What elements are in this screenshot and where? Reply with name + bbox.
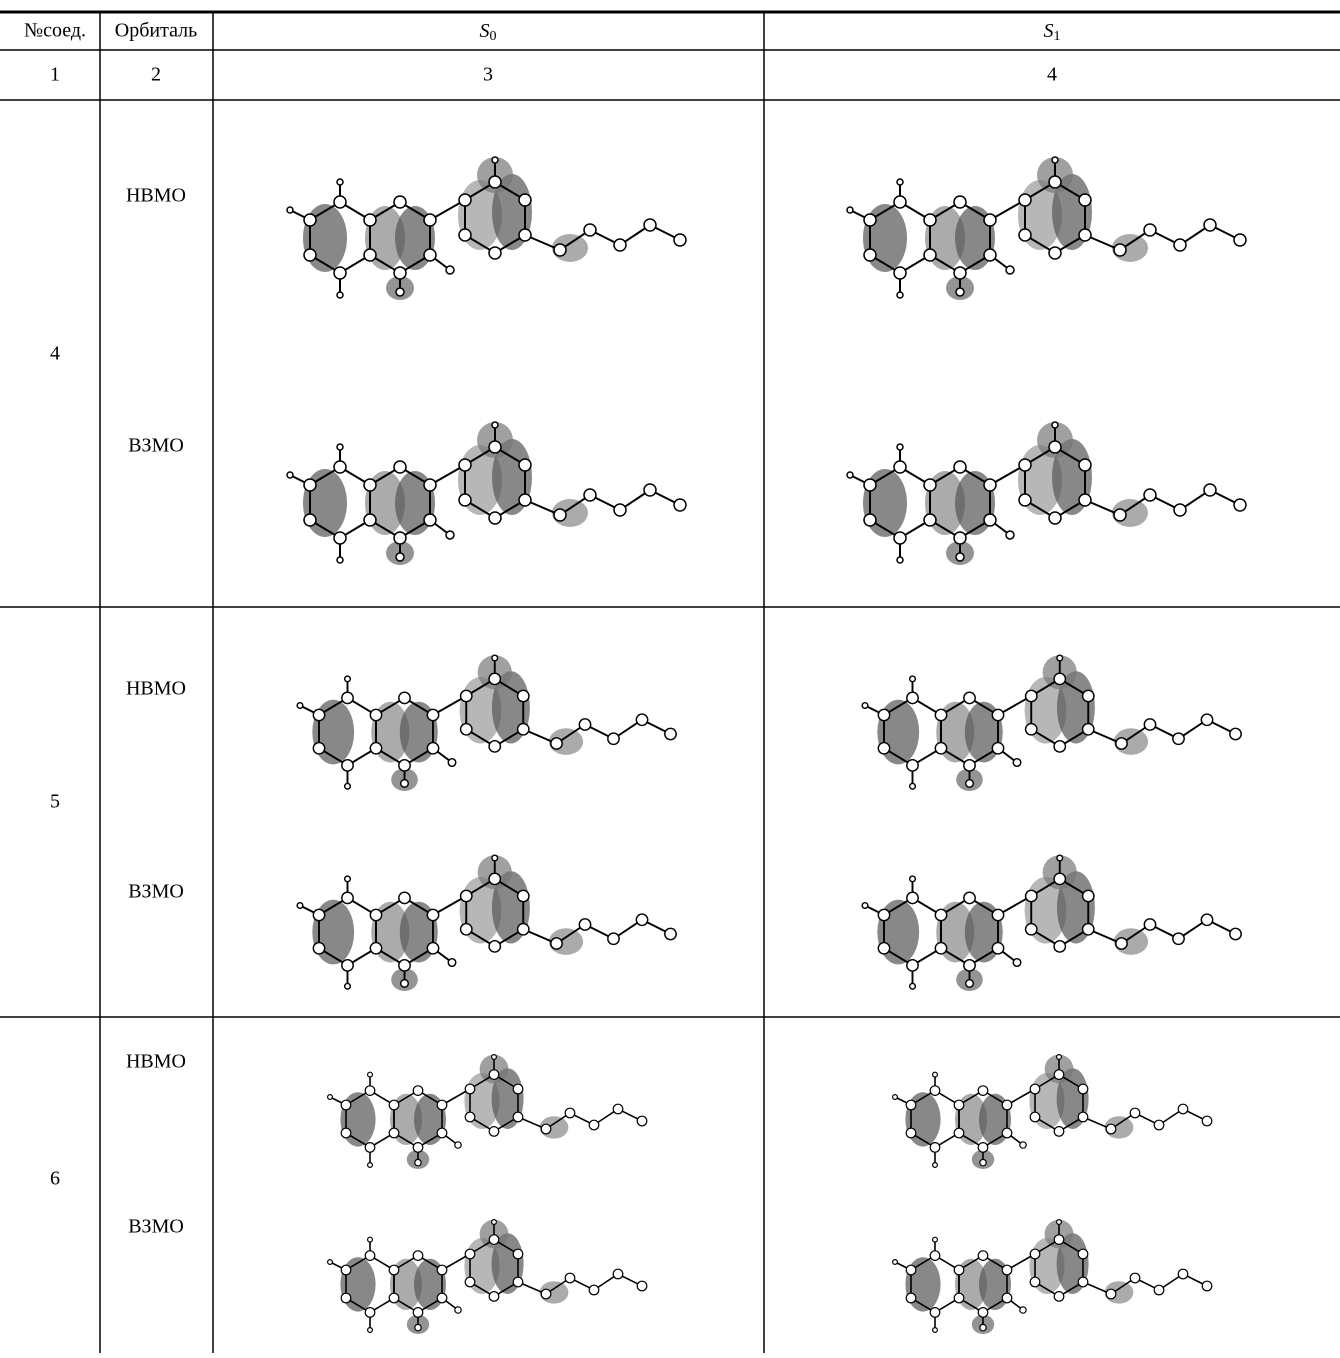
- page: №соед. Орбиталь S0 S1 1 2 3 4 4 НВМО ВЗМ…: [0, 0, 1340, 1353]
- header-cell: S0: [480, 20, 497, 45]
- molecule-image: [297, 855, 676, 991]
- molecule-image: [862, 855, 1241, 991]
- header-cell: S1: [1044, 20, 1061, 45]
- subscript: 1: [1054, 29, 1061, 44]
- orbital: ВЗМО: [128, 881, 184, 903]
- molecule-image: [893, 1055, 1212, 1169]
- molecule-image: [328, 1055, 647, 1169]
- orbital: ВЗМО: [128, 1216, 184, 1238]
- header-cell: №соед.: [24, 20, 86, 42]
- molecule-image: [287, 157, 686, 300]
- column-number: 4: [1047, 64, 1057, 86]
- orbital: НВМО: [126, 678, 186, 700]
- column-number: 1: [50, 64, 60, 86]
- orbital: НВМО: [126, 185, 186, 207]
- orbital-images: [287, 157, 1246, 1334]
- molecule-image: [847, 157, 1246, 300]
- header-cell: Орбиталь: [115, 20, 197, 42]
- molecule-image: [893, 1220, 1212, 1334]
- compound: 6: [50, 1168, 60, 1190]
- symbol: S: [480, 20, 490, 42]
- compound: 4: [50, 343, 60, 365]
- molecule-image: [297, 655, 676, 791]
- column-number: 2: [151, 64, 161, 86]
- table-rules: [0, 12, 1340, 1353]
- symbol: S: [1044, 20, 1054, 42]
- molecule-image: [287, 422, 686, 565]
- orbital: ВЗМО: [128, 435, 184, 457]
- molecule-image: [847, 422, 1246, 565]
- compound: 5: [50, 791, 60, 813]
- molecule-image: [862, 655, 1241, 791]
- orbital: НВМО: [126, 1051, 186, 1073]
- molecule-image: [328, 1220, 647, 1334]
- subscript: 0: [490, 29, 497, 44]
- column-number: 3: [483, 64, 493, 86]
